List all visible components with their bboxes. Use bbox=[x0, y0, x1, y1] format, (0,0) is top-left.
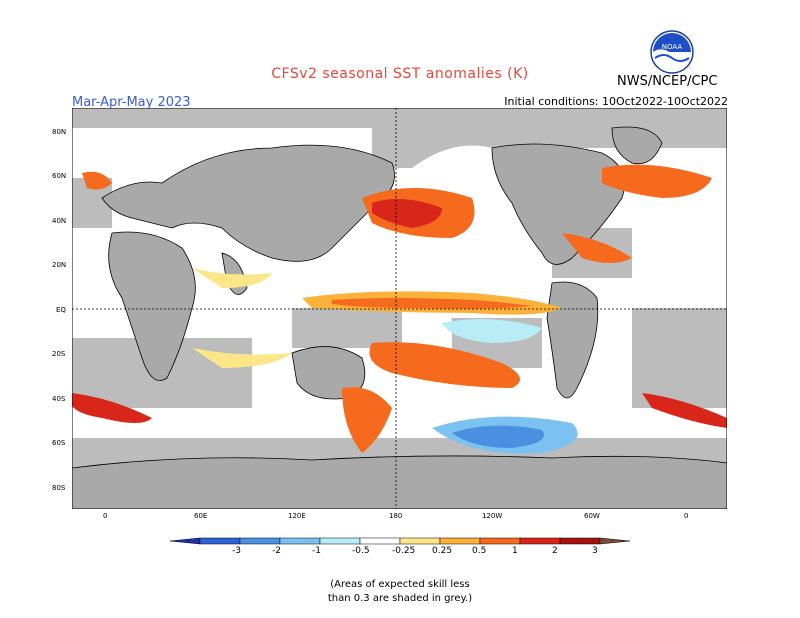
colorbar-swatch bbox=[239, 537, 281, 545]
logo-text: NOAA bbox=[662, 43, 683, 51]
lat-label: 20N bbox=[52, 261, 67, 269]
lat-label: 20S bbox=[52, 350, 66, 358]
land-masses bbox=[72, 126, 727, 509]
colorbar-swatch bbox=[279, 537, 321, 545]
lon-label: 120E bbox=[288, 512, 306, 520]
colorbar-label: 2 bbox=[552, 546, 558, 556]
skill-note-line1: (Areas of expected skill less bbox=[330, 579, 470, 590]
colorbar-legend bbox=[170, 537, 630, 545]
colorbar-label: 0.25 bbox=[432, 546, 453, 556]
lon-label: 60E bbox=[194, 512, 208, 520]
sst-anomaly-map bbox=[72, 108, 727, 509]
lon-label: 60W bbox=[584, 512, 600, 520]
initial-conditions-label: Initial conditions: 10Oct2022-10Oct2022 bbox=[504, 95, 728, 108]
season-label: Mar-Apr-May 2023 bbox=[72, 95, 191, 110]
lon-label: 0 bbox=[103, 512, 108, 520]
cool-anomalies bbox=[432, 319, 578, 454]
colorbar-label: 1 bbox=[512, 546, 518, 556]
colorbar-swatch bbox=[399, 537, 441, 545]
colorbar-swatch bbox=[479, 537, 521, 545]
colorbar-swatch-max bbox=[599, 537, 630, 545]
skill-note: (Areas of expected skill less than 0.3 a… bbox=[0, 578, 800, 606]
colorbar-label: -3 bbox=[232, 546, 241, 556]
agency-label: NWS/NCEP/CPC bbox=[617, 74, 718, 89]
colorbar-label: -0.25 bbox=[392, 546, 416, 556]
colorbar-swatch bbox=[519, 537, 561, 545]
chart-title: CFSv2 seasonal SST anomalies (K) bbox=[271, 66, 529, 82]
lat-label: 40N bbox=[52, 217, 67, 225]
noaa-logo-icon: NOAA bbox=[650, 30, 694, 74]
lon-label: 0 bbox=[684, 512, 689, 520]
colorbar-swatch-min bbox=[170, 537, 201, 545]
colorbar-label: -1 bbox=[312, 546, 321, 556]
colorbar-label: -0.5 bbox=[352, 546, 370, 556]
colorbar-swatch bbox=[319, 537, 361, 545]
lat-label: 60S bbox=[52, 439, 66, 447]
lat-label: 60N bbox=[52, 172, 67, 180]
colorbar-swatches bbox=[170, 537, 630, 545]
colorbar-swatch bbox=[199, 537, 241, 545]
warm-anomalies bbox=[72, 164, 727, 453]
colorbar-label: 0.5 bbox=[472, 546, 487, 556]
colorbar-label: -2 bbox=[272, 546, 281, 556]
lat-label: 80N bbox=[52, 128, 67, 136]
colorbar-label: 3 bbox=[592, 546, 598, 556]
lat-label: 40S bbox=[52, 395, 66, 403]
colorbar-swatch bbox=[559, 537, 601, 545]
colorbar-swatch bbox=[359, 537, 401, 545]
lat-label: EQ bbox=[56, 306, 66, 314]
lat-label: 80S bbox=[52, 484, 66, 492]
lon-label: 120W bbox=[482, 512, 503, 520]
skill-note-line2: than 0.3 are shaded in grey.) bbox=[327, 593, 473, 604]
colorbar-swatch bbox=[439, 537, 481, 545]
lon-label: 180 bbox=[389, 512, 403, 520]
